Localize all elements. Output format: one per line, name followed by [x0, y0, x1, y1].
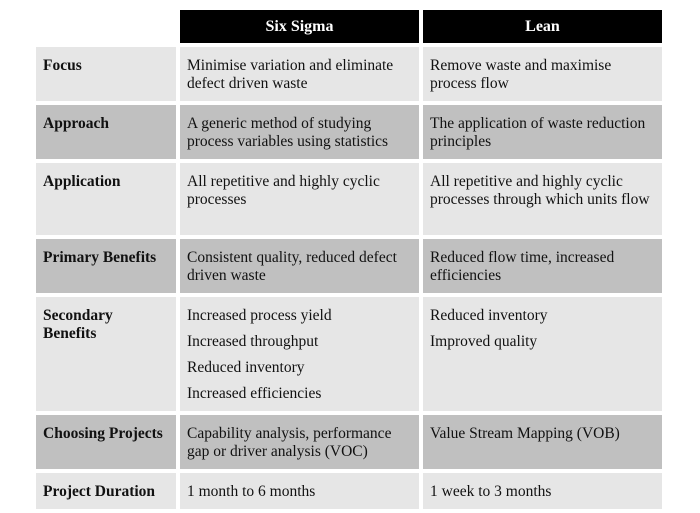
cell-text: Consistent quality, reduced defect drive…: [187, 249, 397, 284]
cell-text: 1 week to 3 months: [430, 483, 552, 500]
cell-text: Minimise variation and eliminate defect …: [187, 57, 394, 92]
cell-text: A generic method of studying process var…: [187, 115, 389, 150]
six-sigma-cell: Increased process yield Increased through…: [180, 297, 419, 411]
row-label: Focus: [36, 47, 176, 101]
row-label: Secondary Benefits: [36, 297, 176, 411]
six-sigma-cell: 1 month to 6 months: [180, 473, 419, 509]
six-sigma-cell: All repetitive and highly cyclic process…: [180, 163, 419, 235]
cell-text: All repetitive and highly cyclic process…: [430, 173, 650, 208]
header-row: Six Sigma Lean: [36, 10, 662, 43]
cell-text: Capability analysis, performance gap or …: [187, 425, 392, 460]
table-row: Project Duration 1 month to 6 months 1 wee…: [36, 473, 662, 509]
cell-text: Value Stream Mapping (VOB): [430, 425, 620, 442]
cell-text: The application of waste reduction princ…: [430, 115, 646, 150]
table-row: Application All repetitive and highly cyc…: [36, 163, 662, 235]
row-label: Application: [36, 163, 176, 235]
lean-cell: 1 week to 3 months: [423, 473, 662, 509]
lean-cell: All repetitive and highly cyclic process…: [423, 163, 662, 235]
cell-text: All repetitive and highly cyclic process…: [187, 173, 380, 208]
table-row: Choosing Projects Capability analysis, pe…: [36, 415, 662, 469]
lean-cell: The application of waste reduction princ…: [423, 105, 662, 159]
header-six-sigma: Six Sigma: [180, 10, 419, 43]
row-label: Project Duration: [36, 473, 176, 509]
cell-text: 1 month to 6 months: [187, 483, 316, 500]
table-row: Focus Minimise variation and eliminate de…: [36, 47, 662, 101]
lean-cell: Remove waste and maximise process flow: [423, 47, 662, 101]
cell-text: Reduced inventory: [430, 307, 548, 324]
six-sigma-cell: Minimise variation and eliminate defect …: [180, 47, 419, 101]
cell-text: Reduced flow time, increased efficiencie…: [430, 249, 615, 284]
cell-text: Remove waste and maximise process flow: [430, 57, 612, 92]
row-label: Primary Benefits: [36, 239, 176, 293]
lean-cell: Value Stream Mapping (VOB): [423, 415, 662, 469]
table-row: Approach A generic method of studying pro…: [36, 105, 662, 159]
row-label: Approach: [36, 105, 176, 159]
cell-text: Increased process yield: [187, 307, 332, 324]
header-lean: Lean: [423, 10, 662, 43]
six-sigma-cell: Consistent quality, reduced defect drive…: [180, 239, 419, 293]
table-row: Secondary Benefits Increased process yiel…: [36, 297, 662, 411]
header-blank: [36, 10, 176, 43]
cell-text: Increased efficiencies: [187, 385, 322, 402]
table-row: Primary Benefits Consistent quality, redu…: [36, 239, 662, 293]
lean-cell: Reduced flow time, increased efficiencie…: [423, 239, 662, 293]
lean-cell: Reduced inventory Improved quality: [423, 297, 662, 411]
cell-text: Improved quality: [430, 333, 538, 350]
six-sigma-cell: A generic method of studying process var…: [180, 105, 419, 159]
cell-text: Reduced inventory: [187, 359, 305, 376]
cell-text: Increased throughput: [187, 333, 319, 350]
comparison-table: Six Sigma Lean Focus Minimise variation a…: [32, 6, 666, 513]
row-label: Choosing Projects: [36, 415, 176, 469]
six-sigma-cell: Capability analysis, performance gap or …: [180, 415, 419, 469]
